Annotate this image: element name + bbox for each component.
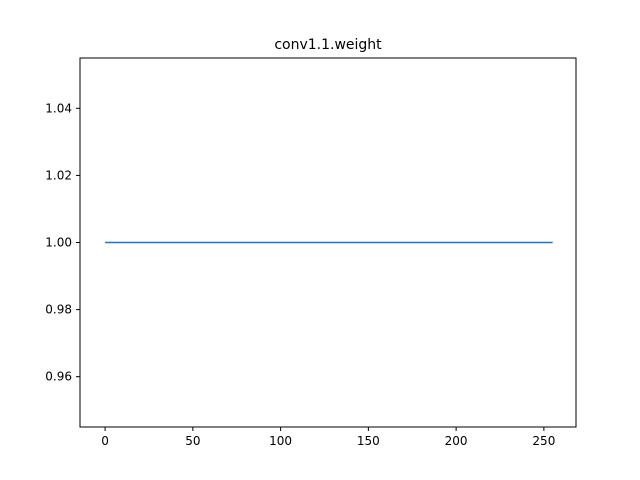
x-tick-label: 100: [269, 434, 292, 448]
x-axis: 0 50 100 150 200 250: [101, 427, 555, 448]
x-tick-label: 150: [357, 434, 380, 448]
y-tick-label: 0.96: [45, 370, 72, 384]
y-axis: 0.96 0.98 1.00 1.02 1.04: [45, 101, 80, 384]
x-tick-label: 0: [101, 434, 109, 448]
chart-title: conv1.1.weight: [274, 37, 382, 53]
plot-frame: [79, 57, 577, 428]
y-tick-label: 1.04: [45, 101, 72, 115]
y-tick-label: 1.00: [45, 236, 72, 250]
x-tick-label: 50: [185, 434, 200, 448]
y-tick-label: 0.98: [45, 303, 72, 317]
x-tick-label: 250: [532, 434, 555, 448]
y-tick-label: 1.02: [45, 168, 72, 182]
x-tick-label: 200: [445, 434, 468, 448]
